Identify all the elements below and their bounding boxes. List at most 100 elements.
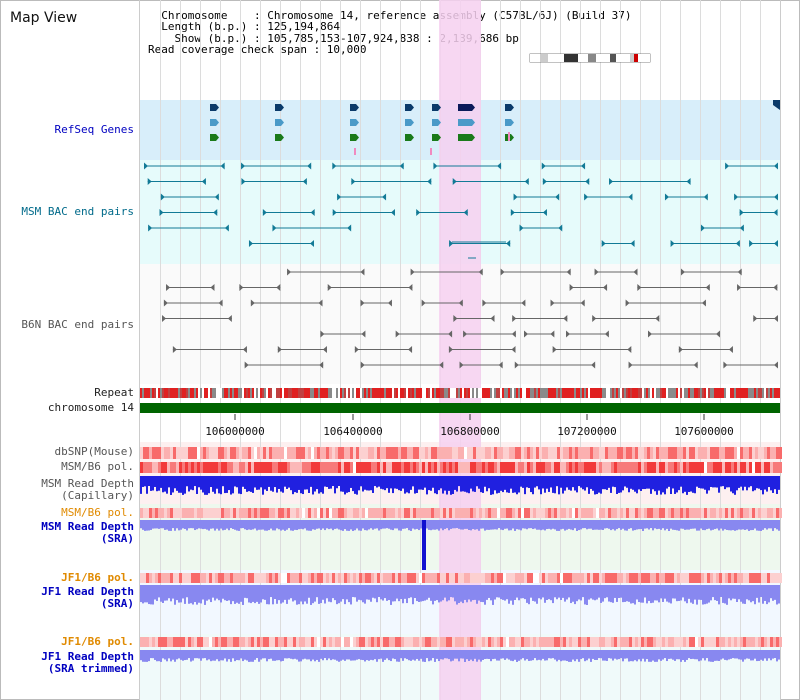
msm-sra-depth-bar <box>600 520 602 530</box>
jf1-sra-depth-bar <box>504 585 506 601</box>
dbsnp-cell <box>347 447 350 459</box>
jf1-pol2-cell <box>383 637 386 647</box>
jf1-sra-depth-bar <box>420 585 422 602</box>
jf1-sra-depth-bar <box>672 585 674 599</box>
jf1-pol2-cell <box>767 637 770 647</box>
jf1-sra-depth-bar <box>226 585 228 601</box>
msm-pol2-cell <box>701 508 704 518</box>
repeat-segment <box>766 388 768 398</box>
refseq-marker <box>508 132 510 141</box>
dbsnp-cell <box>389 447 392 459</box>
jf1-sra-depth-bar <box>480 585 482 602</box>
jf1-pol-cell <box>233 573 236 583</box>
track-label-b6n-bac[interactable]: B6N BAC end pairs <box>21 318 134 331</box>
b6n-bac-end <box>162 315 167 322</box>
jf1-trimmed-depth-bar <box>234 650 236 662</box>
msm-bac-end <box>585 178 590 185</box>
jf1-sra-depth-bar <box>762 585 764 604</box>
msm-pol2-cell <box>155 508 158 518</box>
jf1-sra-depth-bar <box>646 585 648 604</box>
track-label-dbsnp[interactable]: dbSNP(Mouse) <box>54 445 134 458</box>
repeat-segment <box>152 388 154 398</box>
jf1-sra-depth-bar <box>686 585 688 604</box>
track-label-refseq[interactable]: RefSeq Genes <box>54 123 134 136</box>
repeat-segment <box>668 388 670 398</box>
jf1-sra-depth-bar <box>150 585 152 605</box>
jf1-sra-depth-bar <box>568 585 570 598</box>
track-label-msm-bac[interactable]: MSM BAC end pairs <box>21 205 134 218</box>
jf1-pol-cell <box>197 573 200 583</box>
msm-capillary-depth-bar <box>584 476 586 491</box>
msm-capillary-depth-bar <box>398 476 400 491</box>
msm-pol-cell <box>680 462 683 473</box>
jf1-pol2-cell <box>449 637 452 647</box>
repeat-segment <box>308 388 310 398</box>
jf1-trimmed-depth-bar <box>774 650 776 659</box>
msm-pol2-cell <box>299 508 302 518</box>
jf1-sra-depth-bar <box>394 585 396 602</box>
jf1-sra-depth-bar <box>668 585 670 603</box>
track-label-msm-depth-sra[interactable]: MSM Read Depth <box>41 520 134 533</box>
msm-pol-cell <box>350 462 353 473</box>
dbsnp-cell <box>362 447 365 459</box>
msm-capillary-depth-bar <box>292 476 294 495</box>
repeat-segment <box>734 388 736 398</box>
msm-pol-cell <box>518 462 521 473</box>
jf1-trimmed-depth-bar <box>522 650 524 659</box>
jf1-trimmed-depth-bar <box>280 650 282 662</box>
jf1-pol2-cell <box>548 637 551 647</box>
msm-sra-depth-bar <box>192 520 194 529</box>
track-label-jf1-pol[interactable]: JF1/B6 pol. <box>61 571 134 584</box>
msm-sra-depth-bar <box>306 520 308 531</box>
repeat-segment <box>238 388 240 398</box>
msm-capillary-depth-bar <box>422 476 424 490</box>
jf1-pol2-cell <box>764 637 767 647</box>
msm-pol2-cell <box>539 508 542 518</box>
jf1-trimmed-depth-bar <box>284 650 286 659</box>
track-label-jf1-depth-sra[interactable]: JF1 Read Depth <box>41 585 134 598</box>
jf1-trimmed-depth-bar <box>256 650 258 659</box>
jf1-trimmed-depth-bar <box>728 650 730 660</box>
msm-capillary-depth-bar <box>462 476 464 492</box>
jf1-pol2-cell <box>542 637 545 647</box>
jf1-sra-depth-bar <box>234 585 236 604</box>
track-label-repeat[interactable]: Repeat <box>94 386 134 399</box>
jf1-pol-cell <box>503 573 506 583</box>
msm-sra-depth-bar <box>710 520 712 531</box>
msm-sra-depth-bar <box>418 520 420 531</box>
jf1-pol2-cell <box>656 637 659 647</box>
track-label-msm-depth-capillary[interactable]: MSM Read Depth <box>41 477 134 490</box>
msm-capillary-depth-bar <box>218 476 220 494</box>
msm-capillary-depth-bar <box>626 476 628 488</box>
msm-capillary-depth-bar <box>740 476 742 487</box>
msm-pol-cell <box>419 462 422 473</box>
track-label-jf1-depth-trimmed[interactable]: JF1 Read Depth <box>41 650 134 663</box>
jf1-trimmed-depth-bar <box>192 650 194 661</box>
msm-capillary-depth-bar <box>616 476 618 495</box>
msm-capillary-depth-bar <box>246 476 248 492</box>
jf1-pol2-cell <box>626 637 629 647</box>
track-label-msm-pol-2[interactable]: MSM/B6 pol. <box>61 506 134 519</box>
track-label-jf1-pol-2[interactable]: JF1/B6 pol. <box>61 635 134 648</box>
jf1-trimmed-depth-bar <box>164 650 166 660</box>
msm-pol2-cell <box>179 508 182 518</box>
jf1-pol2-cell <box>749 637 752 647</box>
track-label-chromosome[interactable]: chromosome 14 <box>47 401 134 414</box>
jf1-trimmed-depth-bar <box>534 650 536 659</box>
msm-sra-depth-bar <box>688 520 690 530</box>
dbsnp-cell <box>485 447 488 459</box>
page-title: Map View <box>10 10 78 26</box>
jf1-pol2-cell <box>413 637 416 647</box>
jf1-pol2-cell <box>263 637 266 647</box>
repeat-segment <box>702 388 704 398</box>
jf1-pol-cell <box>614 573 617 583</box>
repeat-segment <box>300 388 302 398</box>
track-label-msm-pol[interactable]: MSM/B6 pol. <box>61 460 134 473</box>
msm-pol2-cell <box>425 508 428 518</box>
jf1-pol-cell <box>230 573 233 583</box>
repeat-segment <box>478 388 480 398</box>
jf1-pol2-cell <box>776 637 779 647</box>
jf1-pol2-cell <box>410 637 413 647</box>
msm-sra-depth-bar <box>488 520 490 530</box>
